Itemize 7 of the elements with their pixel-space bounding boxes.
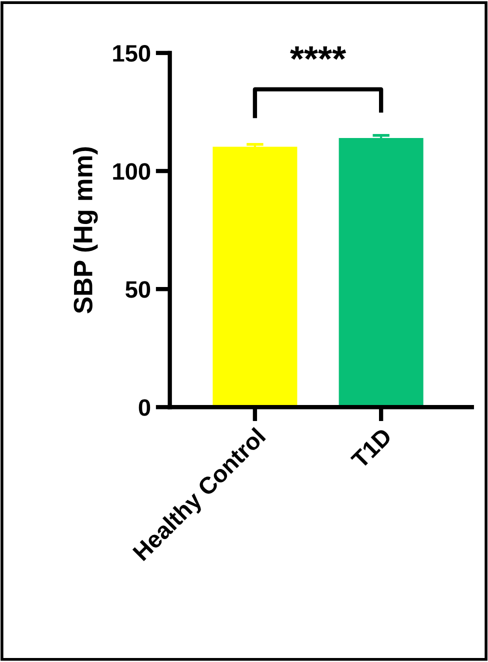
y-tick-label: 0: [138, 399, 150, 416]
y-tick-label: 150: [113, 45, 150, 62]
x-tick-label: T1D: [350, 427, 392, 470]
y-tick-label: 50: [126, 281, 150, 298]
y-axis-title: SBP (Hg mm): [73, 147, 98, 314]
annotation: ****: [290, 46, 346, 60]
y-tick-label: 100: [113, 163, 150, 180]
